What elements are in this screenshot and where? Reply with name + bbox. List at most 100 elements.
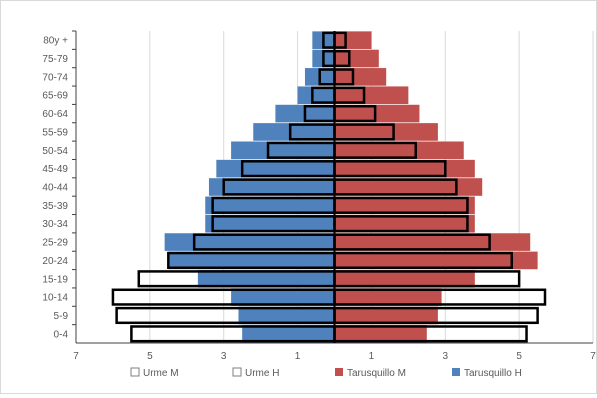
legend-label: Tarusquillo H: [464, 368, 522, 379]
bar: [333, 215, 469, 233]
bar: [318, 68, 336, 86]
y-tick-label: 45-49: [42, 164, 68, 175]
bar: [231, 141, 335, 160]
bar: [211, 215, 336, 233]
bar: [205, 214, 335, 233]
bar: [111, 288, 336, 306]
bar: [334, 104, 420, 123]
y-tick-label: 5-9: [54, 311, 69, 322]
bar: [288, 123, 336, 141]
bar: [137, 270, 336, 288]
x-tick-label: 3: [443, 351, 449, 362]
bar: [333, 68, 355, 86]
y-tick-label: 80y +: [43, 36, 68, 47]
bar: [303, 104, 336, 123]
bar: [333, 306, 539, 325]
y-tick-label: 35-39: [42, 201, 68, 212]
bar: [334, 123, 438, 141]
bar: [334, 31, 372, 49]
x-tick-label: 7: [73, 351, 79, 362]
y-tick-label: 40-44: [42, 183, 68, 194]
y-tick-label: 75-79: [42, 54, 68, 65]
bar: [333, 288, 547, 306]
bar: [333, 251, 514, 270]
y-tick-label: 15-19: [42, 274, 68, 285]
x-tick-label: 5: [147, 351, 153, 362]
y-tick-label: 70-74: [42, 72, 68, 83]
bar: [334, 49, 379, 68]
bar: [333, 31, 347, 49]
bar: [238, 306, 335, 325]
bar: [334, 251, 538, 270]
x-axis-tick-labels: 7 5 3 1 1 3 5 7: [73, 351, 596, 362]
x-tick-label: 1: [295, 351, 301, 362]
bar: [334, 159, 475, 178]
x-tick-label: 7: [590, 351, 596, 362]
bar: [322, 31, 336, 49]
y-tick-label: 60-64: [42, 109, 68, 120]
bar: [130, 325, 336, 343]
bar: [333, 49, 351, 68]
bar: [334, 214, 475, 233]
bar: [197, 269, 335, 288]
legend-swatch: [232, 367, 242, 377]
x-tick-label: 3: [221, 351, 227, 362]
bar: [333, 104, 377, 123]
y-axis-tick-labels: 0-4 5-9 10-14 15-19 20-24 25-29 30-34 35-39 40-4…: [42, 36, 68, 341]
bar: [334, 68, 387, 86]
bar: [334, 269, 475, 288]
bar: [266, 141, 336, 159]
bar: [240, 160, 336, 178]
bar: [253, 123, 335, 141]
bar: [205, 196, 335, 215]
bar: [333, 196, 469, 214]
y-tick-label: 50-54: [42, 146, 68, 157]
bar: [222, 178, 336, 196]
legend-label: Tarusquillo M: [347, 368, 406, 379]
x-tick-label: 5: [516, 351, 522, 362]
bar: [242, 325, 335, 343]
bar: [333, 123, 395, 141]
bar: [311, 86, 336, 104]
filled-bars: [164, 31, 538, 343]
bar: [333, 233, 491, 251]
bar: [115, 306, 336, 325]
bar: [208, 178, 335, 196]
y-tick-label: 0-4: [54, 329, 69, 340]
y-tick-label: 10-14: [42, 293, 68, 304]
bar: [333, 178, 458, 196]
bar: [297, 86, 335, 105]
legend-label: Urme M: [143, 368, 179, 379]
bar: [167, 251, 336, 270]
bar: [334, 325, 427, 343]
bar: [333, 270, 521, 288]
legend-label: Urme H: [245, 368, 279, 379]
legend: Urme M Urme H Tarusquillo M Tarusquillo H: [130, 367, 522, 379]
y-tick-label: 20-24: [42, 256, 68, 267]
y-tick-label: 25-29: [42, 238, 68, 249]
y-tick-label: 65-69: [42, 91, 68, 102]
bar: [333, 141, 417, 159]
bar: [333, 325, 528, 343]
bar: [216, 159, 335, 178]
bar: [322, 49, 336, 68]
x-tick-label: 1: [369, 351, 375, 362]
bar: [334, 233, 531, 251]
bar: [211, 196, 336, 214]
bar: [333, 86, 366, 104]
legend-swatch: [130, 367, 140, 377]
legend-swatch: [452, 368, 460, 376]
y-tick-label: 55-59: [42, 127, 68, 138]
bar: [334, 86, 409, 105]
bar: [164, 233, 335, 251]
bar: [334, 196, 475, 215]
axes: [72, 30, 593, 344]
bar: [334, 178, 483, 196]
bar: [334, 288, 442, 306]
bar: [334, 141, 464, 160]
bar: [231, 288, 335, 306]
bar: [334, 306, 438, 325]
bar: [192, 233, 336, 251]
